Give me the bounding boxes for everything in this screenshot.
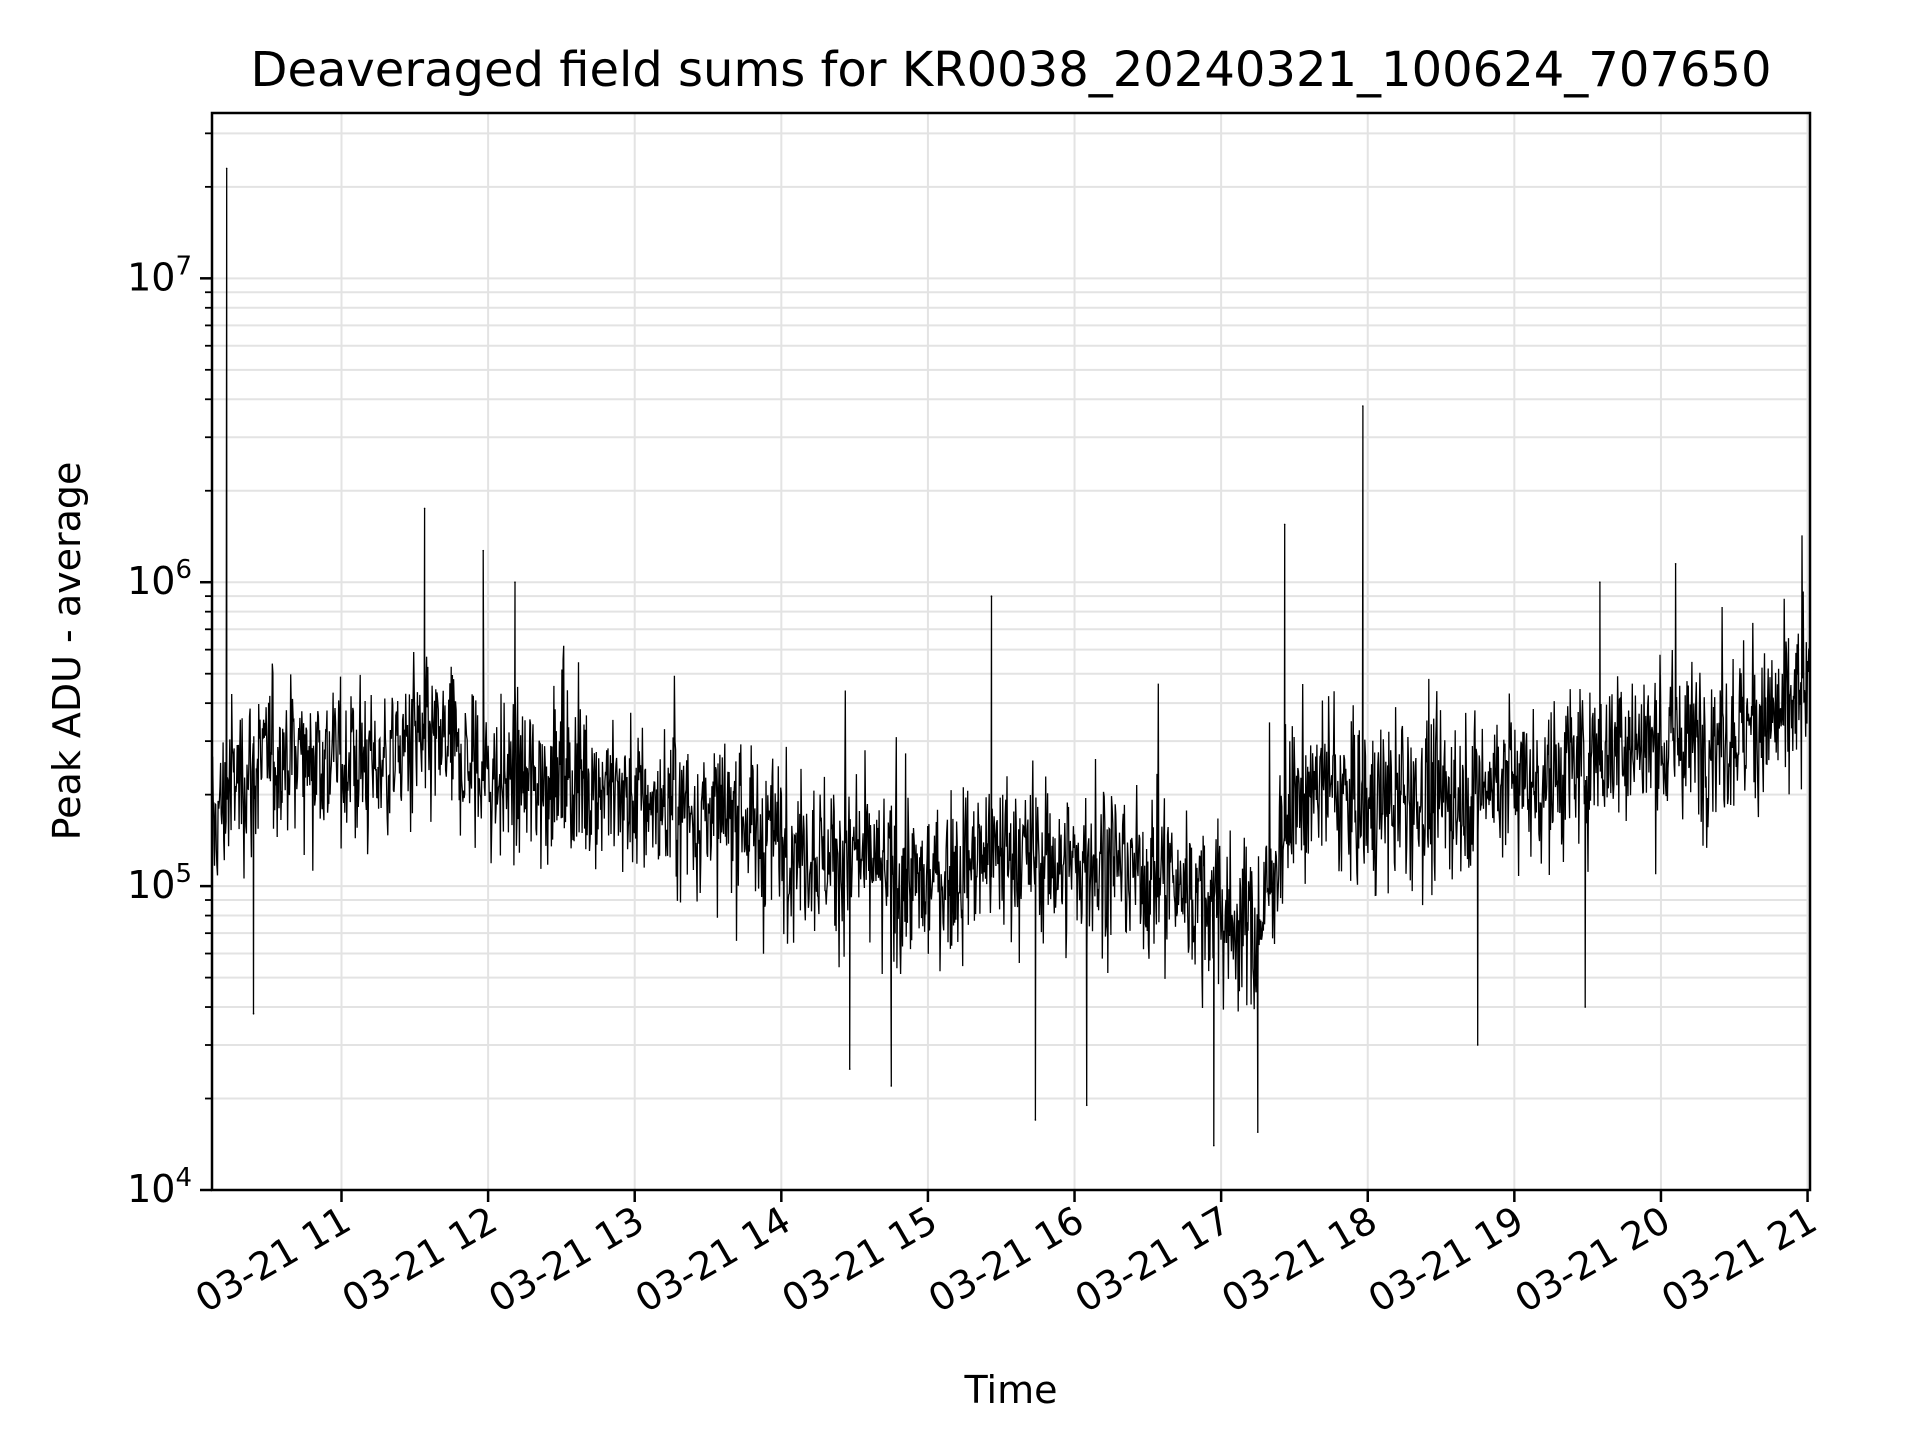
- y-tick-exponent: 4: [175, 1163, 192, 1193]
- x-tick-label: 03-21 17: [1068, 1198, 1238, 1322]
- y-tick-exponent: 6: [175, 555, 192, 585]
- y-tick-exponent: 5: [175, 859, 192, 889]
- data-series: [211, 167, 1811, 1147]
- y-tick-base: 10: [127, 1167, 175, 1211]
- x-tick-label: 03-21 12: [335, 1198, 505, 1322]
- chart-title: Deaveraged field sums for KR0038_2024032…: [250, 42, 1771, 98]
- plot-frame: [210, 111, 1812, 1192]
- dip-point: [1085, 1104, 1088, 1107]
- spike-point: [990, 595, 993, 597]
- dip-point: [1476, 1044, 1479, 1046]
- x-tick-label: 03-21 19: [1361, 1198, 1531, 1322]
- y-tick-label: 105: [127, 859, 192, 907]
- y-tick-label: 104: [127, 1163, 192, 1211]
- spike-point: [1362, 405, 1364, 407]
- dip-point: [1256, 1131, 1259, 1133]
- spike-point: [1599, 581, 1601, 584]
- y-tick-label: 107: [127, 251, 192, 299]
- dip-point: [1213, 1144, 1215, 1147]
- spike-point: [423, 507, 426, 510]
- x-tick-label: 03-21 13: [481, 1198, 651, 1322]
- spike-point: [1674, 562, 1677, 565]
- y-tick-base: 10: [127, 255, 175, 299]
- x-tick-label: 03-21 11: [188, 1198, 358, 1322]
- x-tick-label: 03-21 16: [921, 1198, 1091, 1322]
- grid-lines: [212, 113, 1810, 1191]
- y-tick-base: 10: [127, 559, 175, 603]
- spike-point: [514, 581, 516, 584]
- dip-point: [1584, 1006, 1587, 1008]
- x-tick-label: 03-21 15: [774, 1198, 944, 1322]
- dip-point: [252, 1013, 255, 1015]
- x-tick-label: 03-21 14: [628, 1198, 798, 1322]
- y-tick-base: 10: [127, 863, 175, 907]
- series-line: [211, 168, 1811, 1146]
- spike-point: [482, 549, 485, 552]
- x-axis-label: Time: [964, 1368, 1058, 1412]
- spike-point: [225, 167, 228, 170]
- dip-point: [848, 1068, 851, 1070]
- y-tick-exponent: 7: [175, 251, 192, 281]
- x-tick-label: 03-21 20: [1507, 1198, 1677, 1322]
- dip-point: [890, 1085, 893, 1087]
- spike-point: [1283, 523, 1286, 526]
- dip-point: [1034, 1119, 1037, 1121]
- y-axis-label: Peak ADU - average: [45, 462, 89, 841]
- x-tick-label: 03-21 18: [1214, 1198, 1384, 1322]
- y-tick-label: 106: [127, 555, 192, 603]
- x-tick-label: 03-21 21: [1654, 1198, 1824, 1322]
